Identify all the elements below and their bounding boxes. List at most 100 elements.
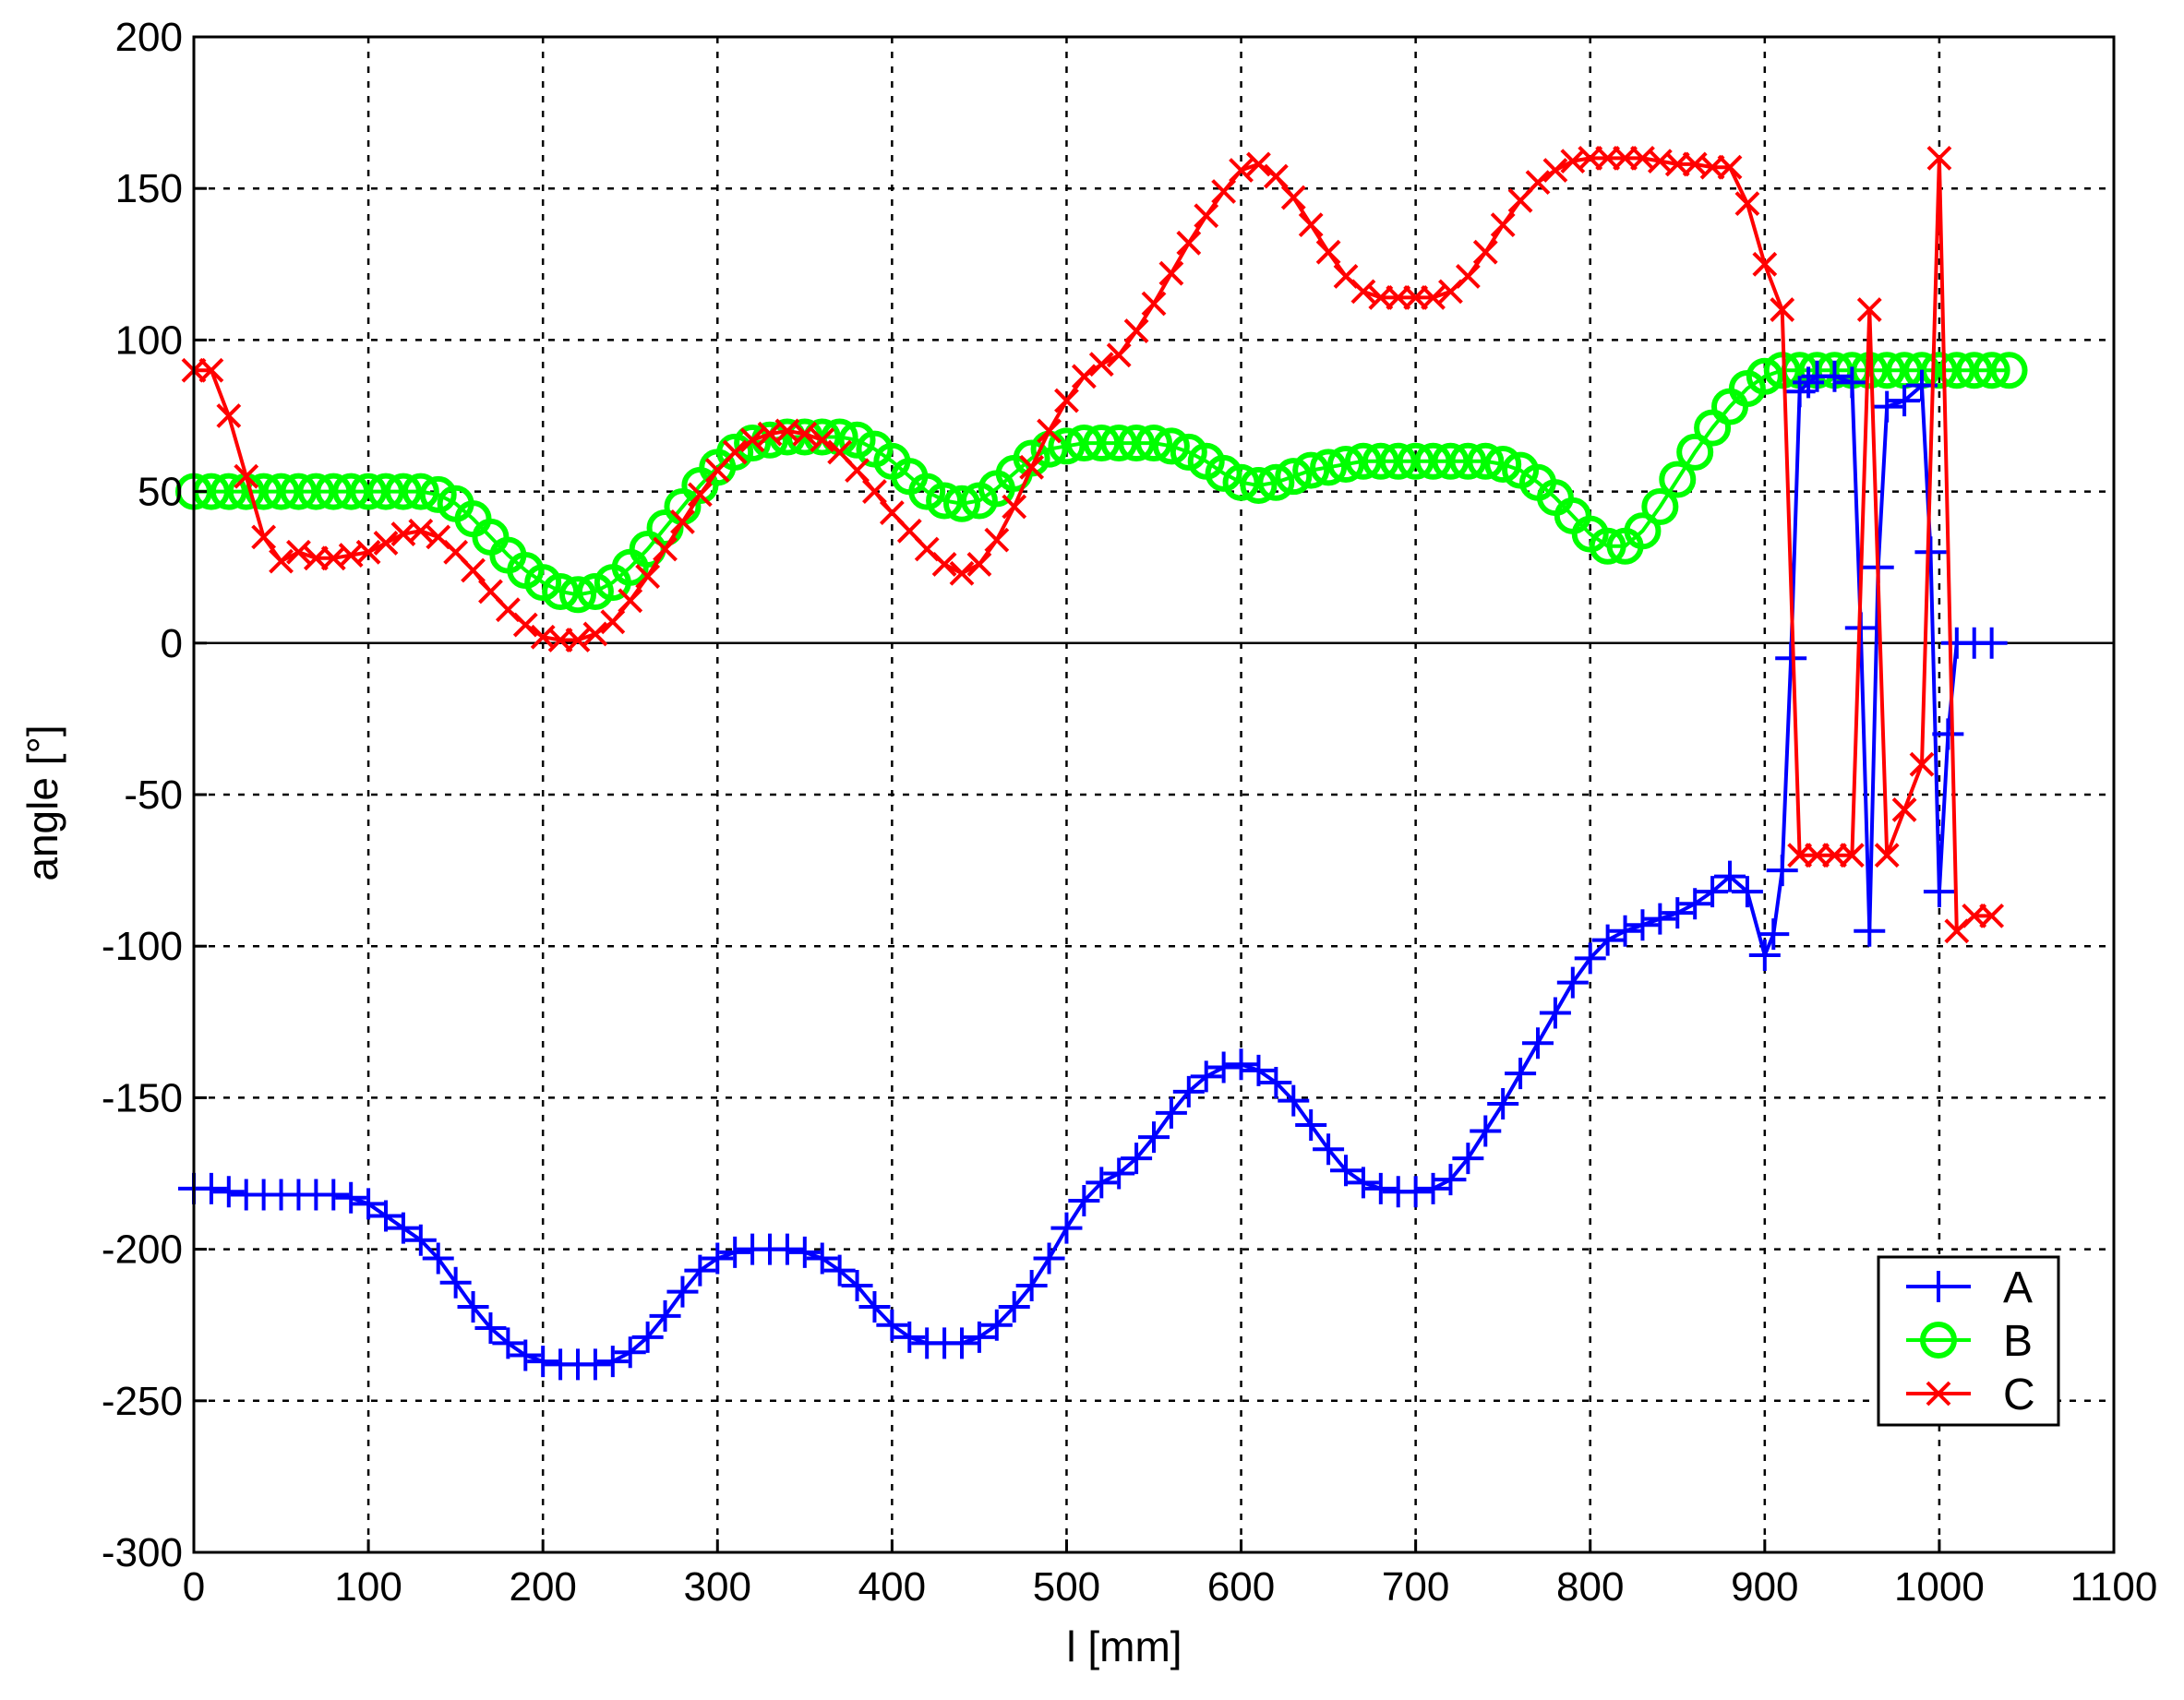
data-point-A [1138,1121,1170,1154]
data-point-C [1455,264,1481,289]
data-point-B [1973,352,2010,389]
data-point-C [234,463,259,489]
data-point-A [1871,390,1903,423]
data-point-C [355,539,381,565]
data-point-C [1734,191,1760,217]
y-tick-label: -150 [102,1075,183,1120]
data-point-C [1926,145,1952,171]
data-point-C [687,482,713,508]
data-point-C [618,588,643,614]
data-point-A [1766,855,1798,887]
data-point-B [1467,442,1505,480]
data-point-B [384,473,422,510]
data-point-A [1103,1157,1135,1190]
data-point-C [1699,154,1725,180]
data-point-B [943,485,980,522]
data-point-C [949,560,975,586]
data-point-C [931,552,957,577]
data-point-A [649,1299,681,1332]
data-point-C [1141,291,1167,317]
data-point-A [1242,1054,1275,1086]
data-point-B [315,473,353,510]
data-point-C [461,557,486,583]
data-point-C [792,421,818,447]
data-point-C [1752,251,1778,277]
data-point-C [1106,342,1132,368]
data-point-A [858,1291,891,1323]
data-point-A [841,1270,873,1302]
x-tick-label: 100 [334,1564,402,1610]
data-point-B [332,473,370,510]
data-point-B [1397,442,1434,480]
y-tick-label: 0 [161,621,183,666]
x-tick-label: 200 [509,1564,576,1610]
data-point-C [565,628,591,652]
data-point-C [1071,364,1097,389]
series-layer [175,145,2028,1381]
data-point-A [1452,1143,1484,1175]
data-point-C [966,552,992,577]
data-point-A [1121,1143,1153,1175]
data-point-A [946,1327,978,1359]
legend: ABC [1877,1255,2060,1427]
data-point-A [1155,1096,1187,1129]
data-point-B [245,473,282,510]
data-point-B [1152,427,1190,465]
data-point-B [908,473,946,510]
data-point-A [1932,718,1964,750]
data-point-C [1613,145,1638,171]
data-point-B [402,473,439,510]
data-point-B [1938,352,1975,389]
data-point-B [280,473,318,510]
series-C [181,145,2005,944]
legend-marker-B [1920,1322,1957,1359]
x-tick-label: 1000 [1894,1564,1985,1610]
legend-marker-A [1923,1271,1954,1302]
data-point-A [1731,876,1763,908]
legend-label-A: A [2003,1263,2033,1312]
data-point-A [1854,915,1886,947]
data-point-A [1278,1084,1310,1117]
series-line-A [194,374,1992,1367]
x-tick-label: 700 [1382,1564,1449,1610]
data-point-B [576,572,614,610]
legend-label-B: B [2003,1317,2033,1366]
data-point-A [335,1181,367,1214]
data-point-C [1229,158,1254,183]
data-point-C [1805,843,1830,868]
data-point-A [719,1236,751,1268]
data-point-A [474,1311,507,1344]
data-point-B [926,482,964,520]
data-point-A [1086,1167,1118,1199]
data-point-A [1399,1176,1432,1208]
data-point-B [734,425,772,462]
data-point-A [1190,1060,1222,1093]
data-point-C [635,564,661,589]
data-point-A [1836,366,1868,399]
data-point-C [1019,454,1045,480]
data-point-B [1624,512,1662,550]
data-point-C [1158,260,1184,286]
data-point-B [1100,425,1138,462]
data-point-B [1659,461,1697,498]
data-point-B [1118,425,1156,462]
data-point-C [1176,230,1202,256]
data-point-A [894,1321,926,1353]
data-point-B [524,564,562,602]
x-tick-label: 1100 [2070,1564,2158,1610]
data-point-C [1386,285,1411,310]
data-point-A [771,1233,803,1265]
data-point-A [788,1236,821,1268]
data-point-A [702,1242,734,1275]
data-point-C [1194,203,1219,229]
data-point-B [1222,463,1260,501]
data-point-C [547,628,573,652]
data-point-B [1292,451,1330,489]
data-point-A [1207,1051,1240,1083]
data-point-B [210,473,247,510]
x-tick-label: 900 [1731,1564,1798,1610]
x-tick-labels: 0 100 200 300 400 500 600 700 800 900 1000 1100 [183,1539,2158,1610]
data-point-A [1522,1027,1554,1060]
data-point-C [1350,279,1376,305]
